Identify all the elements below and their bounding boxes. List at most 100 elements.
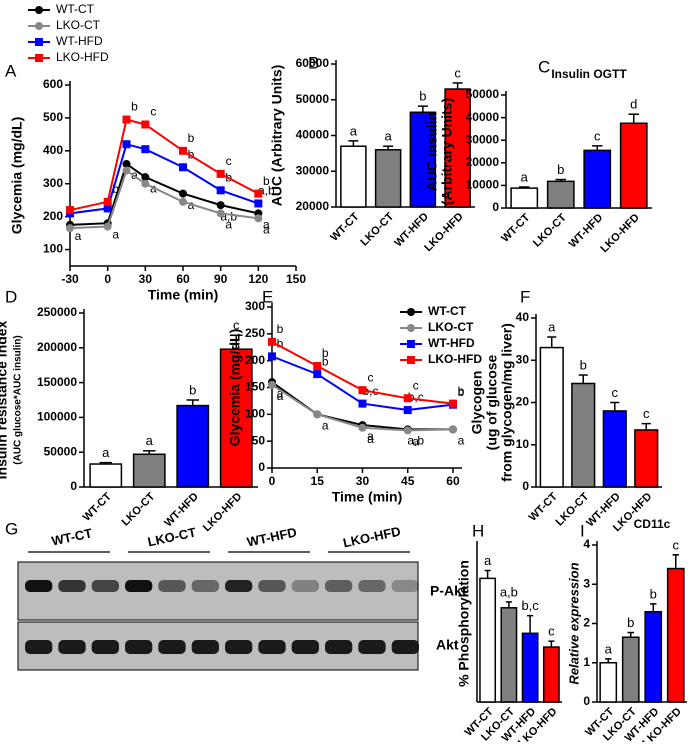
x-tick-label: WT-CT: [81, 490, 114, 523]
y-tick-label: 50: [252, 433, 266, 447]
significance-letter: b: [322, 354, 329, 368]
y-tick-label: 40000: [296, 128, 330, 142]
marker: [268, 337, 276, 346]
marker: [313, 410, 322, 419]
y-axis-label: Glycemia (mg/dL): [227, 329, 243, 446]
panel-letter: F: [520, 287, 530, 306]
y-axis-label: AUC (Arbitrary Units): [269, 65, 285, 207]
group-label: WT-CT: [50, 525, 93, 548]
y-tick-label: 30000: [296, 163, 330, 177]
bar: [500, 607, 518, 703]
marker: [103, 197, 112, 206]
marker: [403, 406, 412, 415]
band: [358, 580, 386, 592]
significance-letter: a: [112, 227, 119, 241]
bar: [546, 180, 575, 209]
x-tick-label: 150: [286, 272, 306, 286]
significance-letter: c: [673, 537, 680, 552]
band: [291, 640, 319, 654]
y-tick-label: 4: [583, 537, 590, 551]
legend-label: WT-CT: [56, 2, 95, 16]
band: [325, 640, 353, 654]
y-tick-label: 1: [583, 655, 590, 669]
x-tick-label: 45: [401, 474, 415, 488]
significance-letter: a: [484, 553, 492, 568]
y-tick-label: 60000: [296, 56, 330, 70]
band: [358, 640, 386, 654]
marker: [141, 173, 150, 182]
bar: [176, 404, 210, 488]
bar: [602, 410, 627, 488]
marker: [216, 201, 225, 210]
y-axis-label: Insulin resistance index: [0, 320, 10, 479]
significance-letter: b: [627, 615, 634, 630]
y-tick-label: 200: [245, 353, 265, 367]
legend-label: WT-HFD: [56, 34, 103, 48]
significance-letter: c: [226, 154, 232, 168]
marker: [358, 386, 367, 395]
significance-letter: a: [263, 222, 270, 236]
band: [25, 640, 53, 654]
legend-marker: [407, 308, 415, 316]
y-tick-label: 100: [43, 242, 63, 256]
significance-letter: b: [580, 357, 587, 372]
bar: [340, 145, 367, 208]
y-tick-label: 50000: [296, 92, 330, 106]
marker: [122, 140, 131, 149]
bar: [374, 149, 402, 208]
x-tick-label: LKO-HFD: [201, 491, 245, 535]
significance-letter: b: [189, 382, 196, 397]
y-tick-label: 20: [516, 395, 530, 409]
marker: [122, 115, 131, 124]
band: [58, 640, 86, 654]
significance-letter: a: [385, 129, 393, 144]
significance-letter: a: [521, 169, 529, 184]
marker: [141, 179, 150, 188]
bar: [571, 382, 596, 488]
marker: [103, 204, 112, 213]
x-tick-label: 0: [104, 272, 111, 286]
significance-letter: b: [131, 100, 138, 114]
y-tick-label: 50000: [44, 444, 78, 458]
significance-letter: c: [612, 385, 619, 400]
significance-letter: a: [605, 641, 613, 656]
band: [91, 580, 119, 592]
significance-letter: b: [277, 337, 284, 351]
y-tick-label: 200000: [37, 340, 77, 354]
marker: [448, 399, 457, 408]
marker: [122, 166, 131, 175]
marker: [179, 146, 187, 155]
x-tick-label: LKO-CT: [358, 210, 396, 248]
band: [58, 580, 86, 592]
band: [91, 640, 119, 654]
x-axis-label: Time (min): [148, 287, 219, 303]
y-axis-label: Glycemia (mg/dL): [9, 117, 25, 234]
band: [25, 580, 53, 592]
y-tick-label: 3: [583, 576, 590, 590]
significance-letter: d: [630, 97, 637, 112]
marker: [254, 189, 263, 198]
x-tick-label: 0: [269, 474, 276, 488]
panel-letter: H: [472, 521, 484, 540]
y-axis-label: Relative expression: [566, 562, 581, 684]
bar: [219, 348, 253, 488]
marker: [268, 352, 276, 361]
blot-panel: [17, 561, 419, 621]
marker: [313, 362, 322, 371]
y-axis-label: (ug of glucose: [484, 354, 500, 450]
significance-letter: b: [263, 174, 270, 188]
significance-letter: c: [150, 105, 156, 119]
y-axis-label: AUC insulin: [424, 112, 440, 191]
significance-letter: a: [75, 229, 82, 243]
y-tick-label: 10000: [466, 178, 500, 192]
x-tick-label: LKO-CT: [120, 490, 158, 528]
significance-letter: b: [557, 162, 564, 177]
significance-letter: a: [350, 123, 358, 138]
y-tick-label: 200: [43, 209, 63, 223]
y-tick-label: 30000: [466, 132, 500, 146]
marker: [141, 145, 150, 154]
marker: [254, 199, 263, 208]
row-label: Akt: [436, 637, 459, 653]
y-tick-label: 40: [516, 310, 530, 324]
